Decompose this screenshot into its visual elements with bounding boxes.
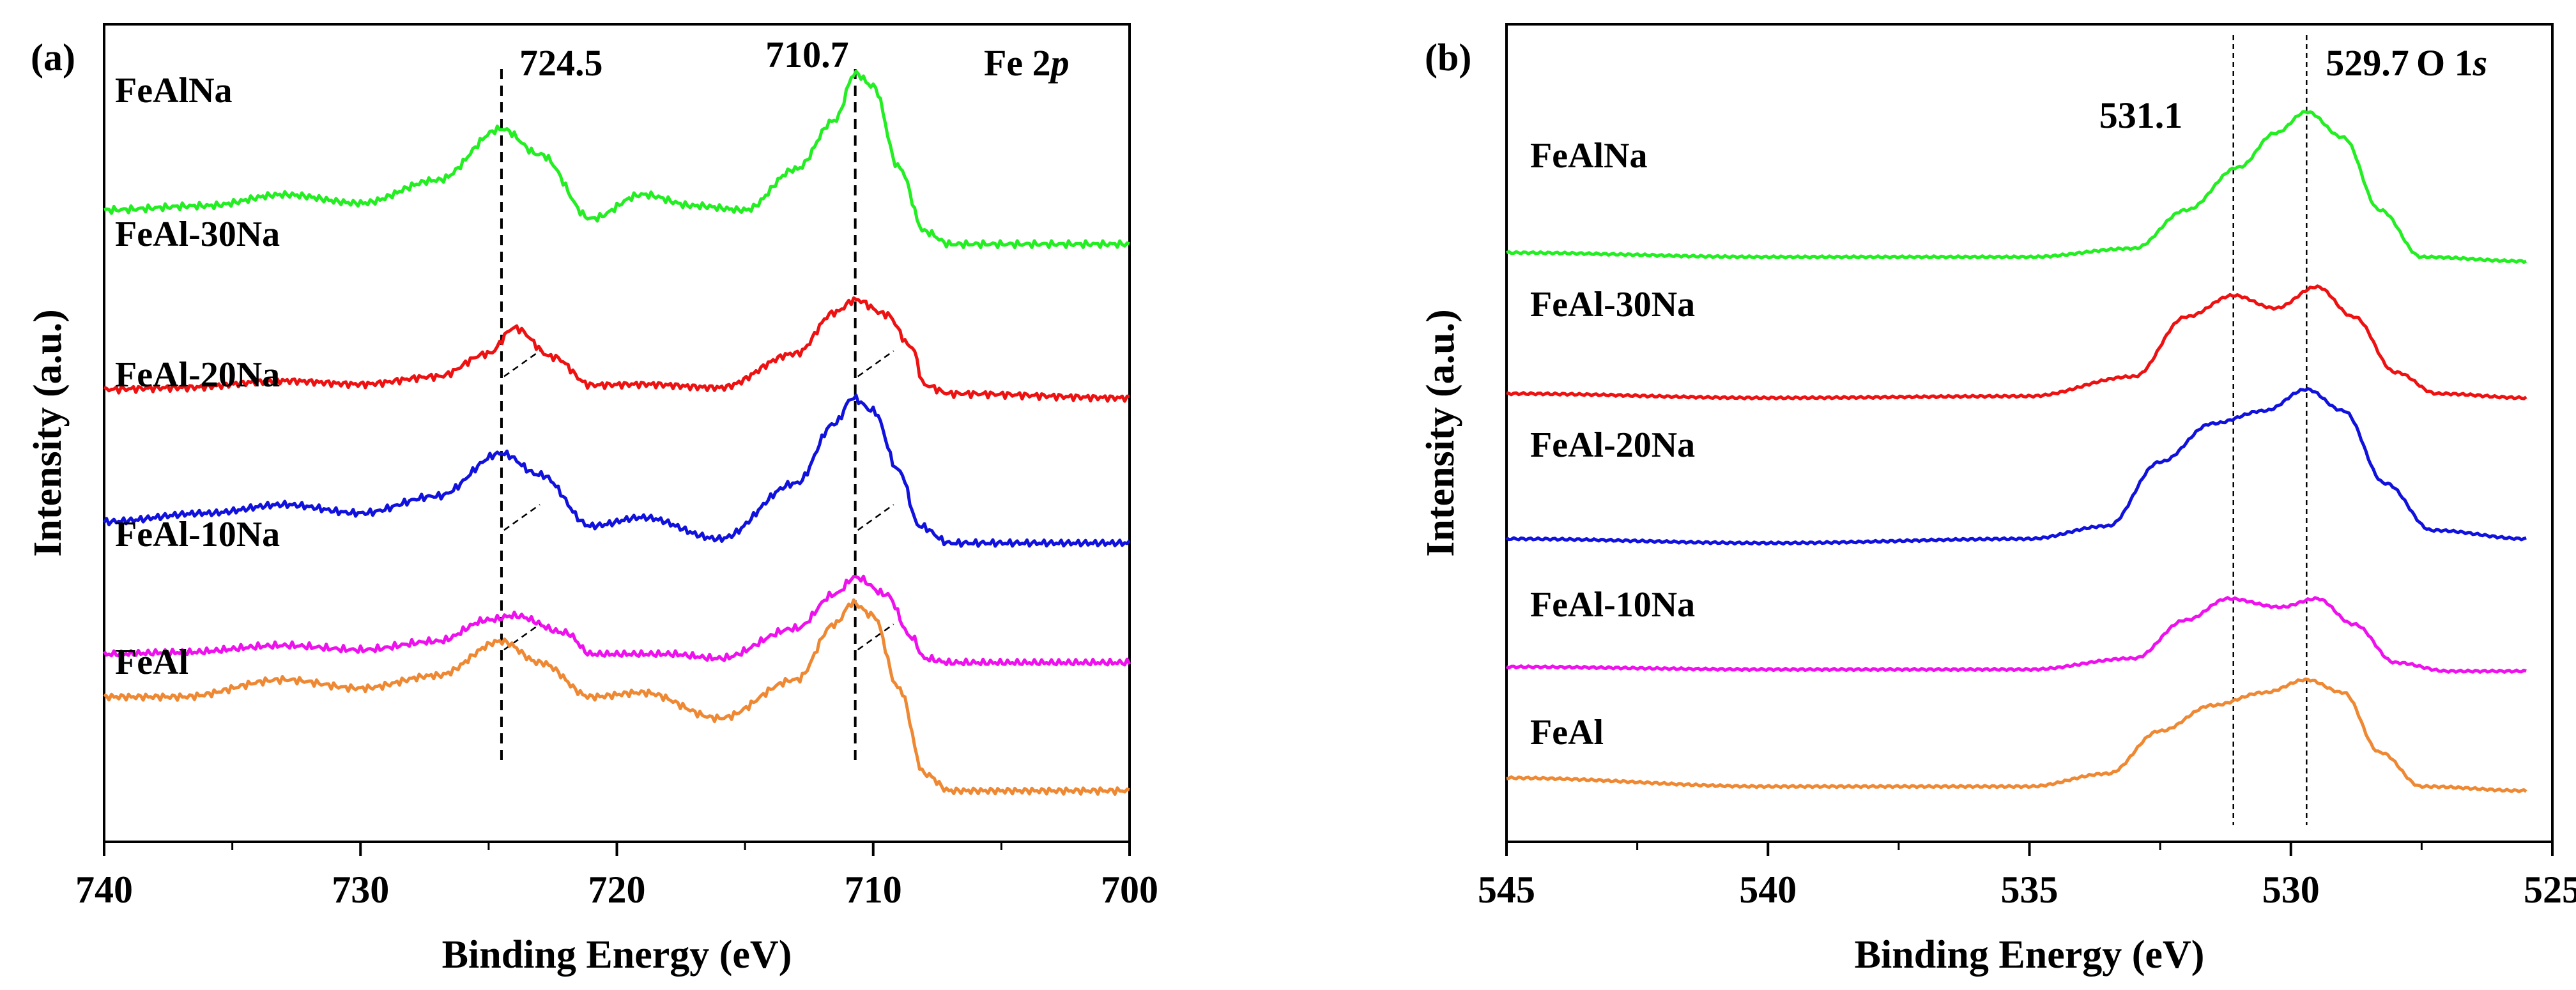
satellite-marker (857, 504, 894, 531)
series-line-feal (1506, 677, 2527, 793)
panel-b: 545 540 535 530 525 Binding Energy (eV) Intens… (1419, 23, 2576, 977)
x-tick-label: 530 (2262, 869, 2320, 911)
element-label: O 1s (2416, 42, 2487, 84)
x-tick-label: 540 (1739, 869, 1797, 911)
plot-frame (103, 23, 1131, 843)
series-label: FeAl-30Na (1530, 285, 1695, 324)
element-orbital: s (2472, 42, 2488, 84)
element-orbital: p (1048, 42, 1070, 84)
series-line-feal-30na (1506, 284, 2527, 400)
satellite-marker (503, 504, 540, 531)
series-line-feal-30na (103, 296, 1130, 403)
satellite-marker (857, 623, 894, 651)
x-tick-label: 710 (845, 869, 902, 911)
series-line-feal-10na (1505, 596, 2527, 674)
series-line-fealna (103, 69, 1130, 250)
x-tick-label: 545 (1478, 869, 1535, 911)
element-label: Fe 2p (984, 42, 1070, 84)
peak-label: 710.7 (765, 34, 849, 75)
x-tick-label: 700 (1101, 869, 1158, 911)
panel-a: 740 730 720 710 700 Binding Energy (eV) Intens… (26, 23, 1158, 977)
peak-label: 529.7 (2326, 42, 2409, 84)
series-label: FeAl (1530, 713, 1604, 752)
series-line-fealna (1506, 110, 2527, 264)
satellite-marker (503, 350, 540, 377)
series-line-feal-10na (102, 574, 1131, 667)
element-symbol: O 1 (2416, 42, 2473, 84)
series-label: FeAl (115, 643, 188, 682)
panel-label: (b) (1425, 36, 1471, 79)
series-label: FeAlNa (1530, 136, 1648, 176)
satellite-marker (503, 623, 540, 651)
x-axis-label: Binding Energy (eV) (442, 933, 792, 977)
element-symbol: Fe 2 (984, 42, 1051, 84)
panel-label: (a) (31, 36, 75, 79)
y-axis-label: Intensity (a.u.) (26, 309, 70, 557)
series-label: FeAlNa (115, 71, 233, 110)
x-tick-label: 740 (75, 869, 133, 911)
satellite-marker (857, 350, 894, 377)
series-label: FeAl-10Na (115, 515, 280, 554)
x-tick-label: 720 (588, 869, 646, 911)
series-line-feal (103, 598, 1130, 796)
series-label: FeAl-10Na (1530, 585, 1695, 625)
series-line-feal-20na (102, 393, 1131, 548)
peak-label: 531.1 (2099, 95, 2183, 136)
x-tick-label: 730 (332, 869, 389, 911)
y-axis-label: Intensity (a.u.) (1419, 309, 1462, 557)
x-tick-label: 525 (2524, 869, 2576, 911)
series-label: FeAl-20Na (1530, 425, 1695, 465)
x-tick-label: 535 (2001, 869, 2058, 911)
peak-label: 724.5 (519, 42, 603, 84)
series-line-feal-20na (1505, 387, 2527, 546)
series-label: FeAl-20Na (115, 355, 280, 395)
x-axis-label: Binding Energy (eV) (1855, 933, 2205, 977)
series-label: FeAl-30Na (115, 215, 280, 254)
